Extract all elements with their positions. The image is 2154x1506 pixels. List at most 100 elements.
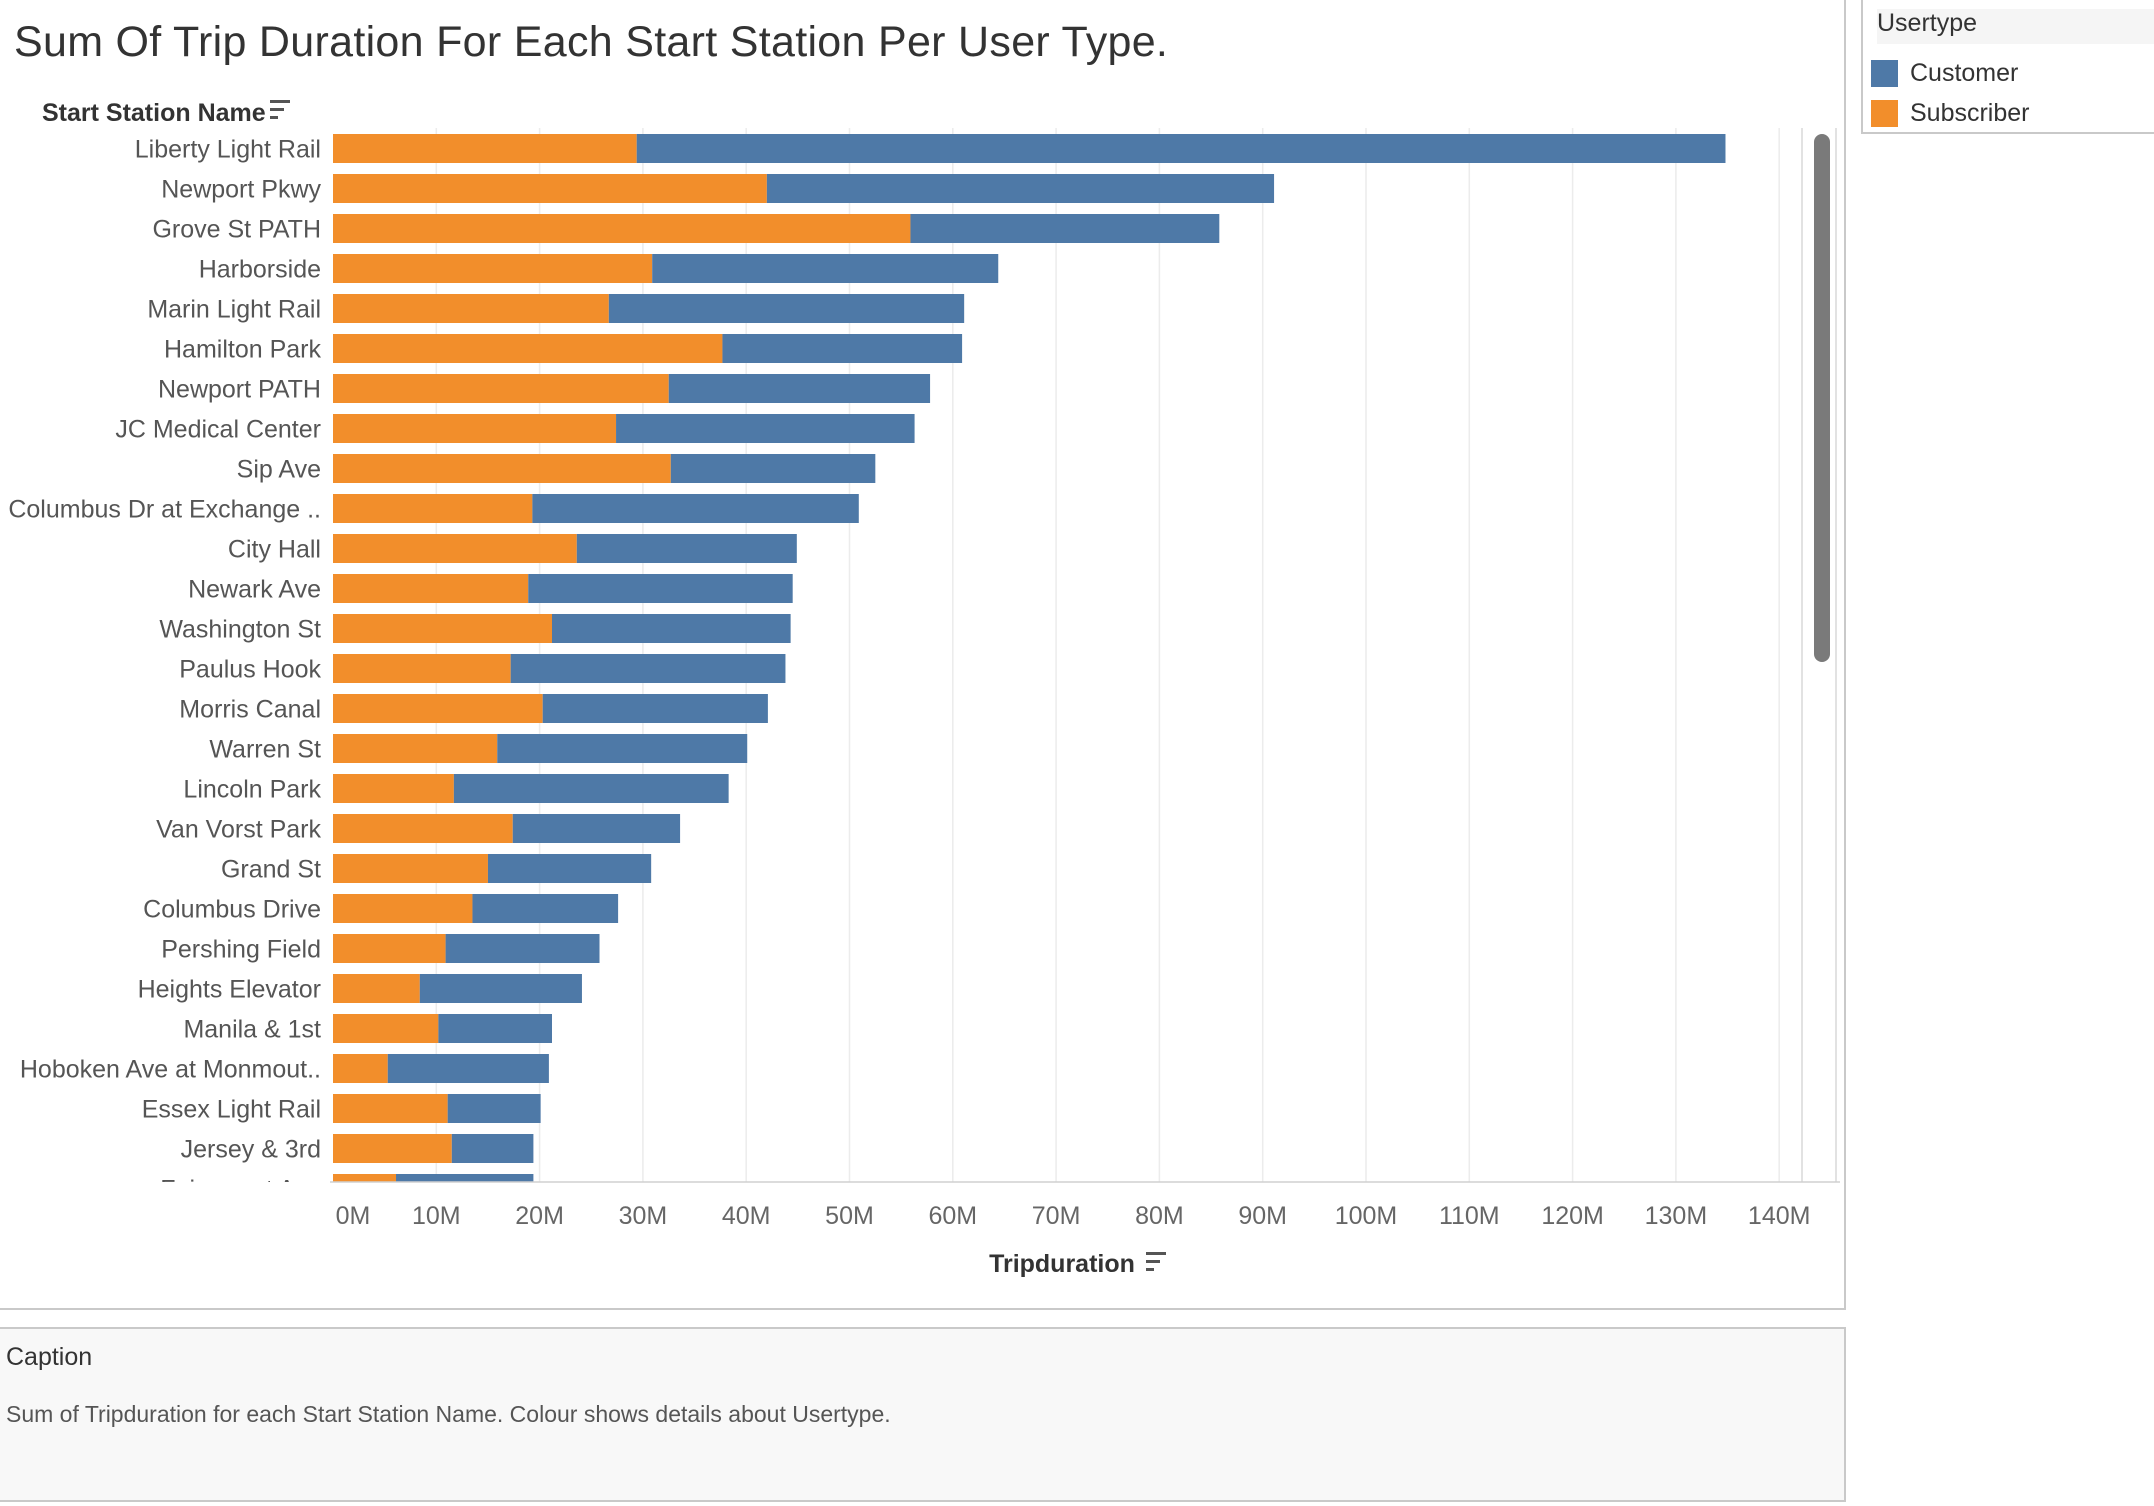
bar-customer[interactable]: [512, 814, 681, 843]
y-axis-title[interactable]: Start Station Name: [42, 99, 266, 127]
category-label: Marin Light Rail: [147, 296, 321, 324]
bar-subscriber[interactable]: [333, 1174, 397, 1203]
bar-subscriber[interactable]: [333, 534, 577, 563]
category-label: Hamilton Park: [164, 336, 321, 364]
bar-customer[interactable]: [438, 1014, 552, 1043]
category-label: Paulus Hook: [179, 656, 321, 684]
category-label: Newark Ave: [188, 576, 321, 604]
category-label: Lincoln Park: [183, 776, 321, 804]
bar-subscriber[interactable]: [333, 174, 767, 203]
category-label: Pershing Field: [161, 936, 321, 964]
bar-subscriber[interactable]: [333, 294, 609, 323]
bar-customer[interactable]: [472, 894, 619, 923]
category-label: Newport Pkwy: [161, 176, 321, 204]
bar-subscriber[interactable]: [333, 214, 911, 243]
category-label: Fairmount Ave: [160, 1176, 321, 1204]
bar-customer[interactable]: [576, 534, 797, 563]
category-label: Newport PATH: [158, 376, 321, 404]
category-label: Grove St PATH: [152, 216, 321, 244]
bar-subscriber[interactable]: [333, 934, 446, 963]
bar-customer[interactable]: [636, 134, 1726, 163]
x-tick-label: 70M: [1032, 1202, 1081, 1230]
bar-customer[interactable]: [497, 734, 748, 763]
bar-customer[interactable]: [447, 1094, 541, 1123]
legend-item-subscriber[interactable]: Subscriber: [1871, 96, 2030, 130]
bar-customer[interactable]: [652, 254, 999, 283]
category-label: Liberty Light Rail: [135, 136, 321, 164]
bar-customer[interactable]: [910, 214, 1220, 243]
bar-subscriber[interactable]: [333, 974, 420, 1003]
vertical-scrollbar-thumb[interactable]: [1814, 134, 1830, 662]
bar-customer[interactable]: [419, 974, 582, 1003]
category-label: Essex Light Rail: [142, 1096, 321, 1124]
category-label: Washington St: [159, 616, 321, 644]
bar-customer[interactable]: [453, 774, 729, 803]
bar-subscriber[interactable]: [333, 1014, 439, 1043]
bar-subscriber[interactable]: [333, 254, 653, 283]
x-tick-label: 50M: [825, 1202, 874, 1230]
category-label: Columbus Drive: [143, 896, 321, 924]
bar-customer[interactable]: [445, 934, 600, 963]
bar-subscriber[interactable]: [333, 814, 513, 843]
category-label: City Hall: [228, 536, 321, 564]
legend: Usertype Customer Subscriber: [1861, 0, 2154, 134]
x-tick-label: 30M: [619, 1202, 668, 1230]
bar-customer[interactable]: [532, 494, 859, 523]
x-tick-label: 20M: [515, 1202, 564, 1230]
bar-subscriber[interactable]: [333, 574, 529, 603]
bar-subscriber[interactable]: [333, 654, 511, 683]
bar-customer[interactable]: [487, 854, 652, 883]
bar-customer[interactable]: [451, 1134, 534, 1163]
bar-subscriber[interactable]: [333, 1054, 388, 1083]
x-tick-label: 120M: [1541, 1202, 1604, 1230]
bar-subscriber[interactable]: [333, 854, 488, 883]
bar-subscriber[interactable]: [333, 374, 669, 403]
category-label: Van Vorst Park: [156, 816, 321, 844]
category-label: Columbus Dr at Exchange ..: [8, 496, 321, 524]
x-axis-title[interactable]: Tripduration: [989, 1250, 1135, 1278]
bar-subscriber[interactable]: [333, 774, 454, 803]
bar-subscriber[interactable]: [333, 134, 637, 163]
bar-customer[interactable]: [670, 454, 876, 483]
bar-subscriber[interactable]: [333, 1134, 452, 1163]
bar-customer[interactable]: [528, 574, 793, 603]
legend-title: Usertype: [1877, 9, 2154, 44]
x-tick-label: 0M: [336, 1202, 371, 1230]
category-label: Heights Elevator: [138, 976, 321, 1004]
bar-customer[interactable]: [387, 1054, 549, 1083]
sort-icon[interactable]: [270, 100, 290, 119]
bar-subscriber[interactable]: [333, 494, 533, 523]
category-label: Sip Ave: [237, 456, 321, 484]
legend-label-customer: Customer: [1910, 58, 2019, 87]
x-tick-label: 40M: [722, 1202, 771, 1230]
bar-customer[interactable]: [668, 374, 931, 403]
viz-panel: Sum Of Trip Duration For Each Start Stat…: [0, 0, 1846, 1310]
x-tick-label: 80M: [1135, 1202, 1184, 1230]
legend-label-subscriber: Subscriber: [1910, 98, 2030, 127]
x-tick-label: 100M: [1335, 1202, 1398, 1230]
legend-item-customer[interactable]: Customer: [1871, 56, 2018, 90]
bar-subscriber[interactable]: [333, 454, 671, 483]
bar-customer[interactable]: [616, 414, 915, 443]
x-tick-label: 130M: [1645, 1202, 1708, 1230]
category-label: Manila & 1st: [183, 1016, 321, 1044]
bar-customer[interactable]: [608, 294, 965, 323]
bar-subscriber[interactable]: [333, 1094, 448, 1123]
bar-customer[interactable]: [722, 334, 963, 363]
bar-subscriber[interactable]: [333, 894, 473, 923]
bar-customer[interactable]: [510, 654, 786, 683]
sort-icon[interactable]: [1146, 1252, 1166, 1271]
bar-subscriber[interactable]: [333, 694, 543, 723]
bar-subscriber[interactable]: [333, 334, 723, 363]
bar-subscriber[interactable]: [333, 734, 498, 763]
bar-subscriber[interactable]: [333, 614, 552, 643]
bar-customer[interactable]: [766, 174, 1275, 203]
bar-customer[interactable]: [542, 694, 768, 723]
category-label: Hoboken Ave at Monmout..: [20, 1056, 321, 1084]
caption-panel: Caption Sum of Tripduration for each Sta…: [0, 1327, 1846, 1502]
chart-title: Sum Of Trip Duration For Each Start Stat…: [14, 18, 1169, 66]
bar-subscriber[interactable]: [333, 414, 617, 443]
category-label: Harborside: [199, 256, 321, 284]
bar-customer[interactable]: [551, 614, 791, 643]
bar-customer[interactable]: [396, 1174, 534, 1203]
